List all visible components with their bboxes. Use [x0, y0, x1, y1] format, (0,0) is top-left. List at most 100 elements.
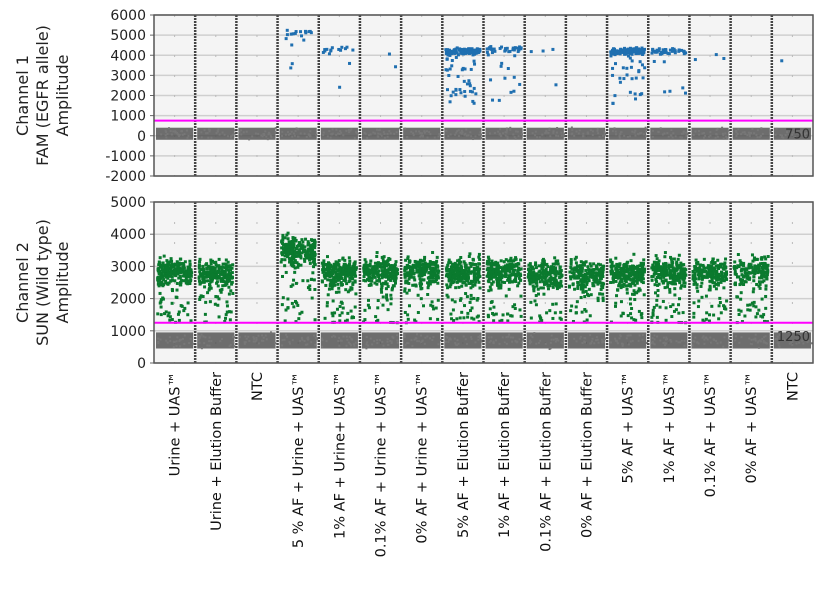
y-tick-label: 5000	[110, 195, 146, 211]
negative-droplet	[293, 134, 296, 137]
negative-droplet	[415, 337, 418, 340]
positive-droplet	[757, 280, 761, 284]
threshold-label: 1250	[777, 330, 810, 345]
positive-droplet	[467, 79, 471, 83]
positive-droplet	[558, 270, 562, 274]
negative-droplet	[562, 132, 565, 135]
positive-droplet	[600, 284, 604, 288]
positive-droplet	[307, 254, 311, 258]
negative-droplet	[571, 128, 574, 131]
positive-droplet	[217, 315, 221, 319]
positive-droplet	[544, 270, 548, 274]
positive-droplet	[581, 273, 585, 277]
negative-droplet	[460, 132, 463, 135]
positive-droplet	[198, 260, 202, 264]
positive-droplet	[280, 240, 284, 244]
positive-droplet	[641, 281, 645, 285]
positive-droplet	[474, 92, 478, 96]
positive-droplet	[628, 47, 632, 51]
negative-droplet	[597, 341, 600, 344]
positive-droplet	[716, 283, 720, 287]
positive-droplet	[487, 274, 491, 278]
positive-droplet	[455, 51, 459, 55]
negative-droplet	[270, 331, 273, 334]
positive-droplet	[758, 282, 762, 286]
positive-droplet	[283, 236, 287, 240]
positive-droplet	[436, 265, 440, 269]
positive-droplet	[601, 264, 605, 268]
positive-droplet	[406, 313, 410, 317]
negative-droplet	[715, 129, 718, 132]
positive-droplet	[741, 275, 745, 279]
positive-droplet	[166, 282, 170, 286]
positive-droplet	[468, 48, 472, 52]
positive-droplet	[471, 284, 475, 288]
positive-droplet	[427, 283, 431, 287]
negative-droplet-cluster	[485, 127, 523, 140]
positive-droplet	[542, 276, 546, 280]
positive-droplet	[633, 298, 637, 302]
positive-droplet	[350, 267, 354, 271]
positive-droplet	[664, 48, 668, 52]
positive-droplet	[594, 274, 598, 278]
negative-droplet	[206, 344, 209, 347]
positive-droplet	[490, 267, 494, 271]
positive-droplet	[372, 269, 376, 273]
positive-droplet	[366, 303, 370, 307]
positive-droplet	[292, 261, 296, 265]
positive-droplet	[633, 274, 637, 278]
negative-droplet	[593, 342, 596, 345]
positive-droplet	[293, 251, 297, 255]
positive-droplet	[534, 275, 538, 279]
positive-droplet	[203, 312, 207, 316]
positive-droplet	[711, 274, 715, 278]
negative-droplet	[166, 133, 169, 136]
positive-droplet	[226, 260, 230, 264]
positive-droplet	[504, 266, 508, 270]
negative-droplet	[589, 334, 592, 337]
positive-droplet	[164, 263, 168, 267]
positive-droplet	[312, 251, 316, 255]
positive-droplet	[511, 305, 515, 309]
positive-droplet	[327, 52, 331, 56]
positive-droplet	[572, 274, 576, 278]
negative-droplet	[470, 336, 473, 339]
negative-droplet	[549, 341, 552, 344]
negative-droplet	[157, 340, 160, 343]
positive-droplet	[297, 251, 301, 255]
positive-droplet	[654, 269, 658, 273]
positive-droplet	[752, 268, 756, 272]
positive-droplet	[682, 263, 686, 267]
positive-droplet	[497, 266, 501, 270]
positive-droplet	[158, 291, 162, 295]
positive-droplet	[635, 273, 639, 277]
negative-droplet	[556, 337, 559, 340]
positive-droplet	[756, 271, 760, 275]
positive-droplet	[172, 265, 176, 269]
positive-droplet	[506, 269, 510, 273]
positive-droplet	[351, 48, 355, 52]
positive-droplet	[472, 270, 476, 274]
positive-droplet	[657, 47, 661, 51]
positive-droplet	[349, 269, 353, 273]
negative-droplet	[534, 134, 537, 137]
negative-droplet	[208, 336, 211, 339]
positive-droplet	[436, 281, 440, 285]
positive-droplet	[301, 240, 305, 244]
positive-droplet	[556, 259, 560, 263]
negative-droplet	[223, 133, 226, 136]
positive-droplet	[712, 284, 716, 288]
positive-droplet	[577, 276, 581, 280]
positive-droplet	[544, 273, 548, 277]
positive-droplet	[375, 254, 379, 258]
positive-droplet	[589, 264, 593, 268]
positive-droplet	[162, 274, 166, 278]
negative-droplet	[764, 335, 767, 338]
positive-droplet	[661, 281, 665, 285]
positive-droplet	[285, 247, 289, 251]
positive-droplet	[672, 257, 676, 261]
negative-droplet-cluster	[650, 127, 688, 140]
negative-droplet	[337, 132, 340, 135]
negative-droplet	[529, 339, 532, 342]
positive-droplet	[638, 264, 642, 268]
